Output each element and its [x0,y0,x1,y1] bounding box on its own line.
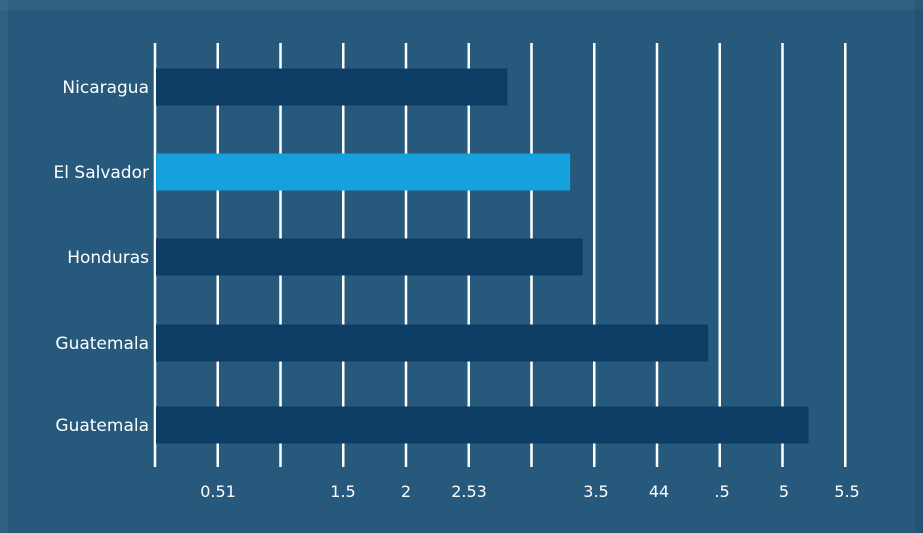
bar-honduras [156,238,583,276]
category-label: Guatemala [55,416,149,436]
bar-guatemala [156,406,809,444]
bar-el-salvador [156,153,571,191]
tick-label: 44 [649,482,669,501]
tick-label: 5.5 [834,482,859,501]
tick-label: 2 [401,482,411,501]
bar-guatemala [156,324,709,362]
tick-label: .5 [714,482,729,501]
category-labels: Nicaragua El Salvador Honduras Guatemala Gua… [54,78,150,436]
category-label: El Salvador [54,163,149,183]
tick-label: 2.53 [451,482,487,501]
category-label: Honduras [67,248,149,268]
tick-label: 3.5 [583,482,608,501]
tick-label: 0.51 [200,482,236,501]
bars [156,68,809,444]
category-label: Nicaragua [62,78,149,98]
tick-label: 1.5 [330,482,355,501]
tick-labels: 0.51 1.5 2 2.53 3.5 44 .5 5 5.5 [200,482,860,501]
bar-nicaragua [156,68,508,106]
tick-label: 5 [779,482,789,501]
category-label: Guatemala [55,334,149,354]
